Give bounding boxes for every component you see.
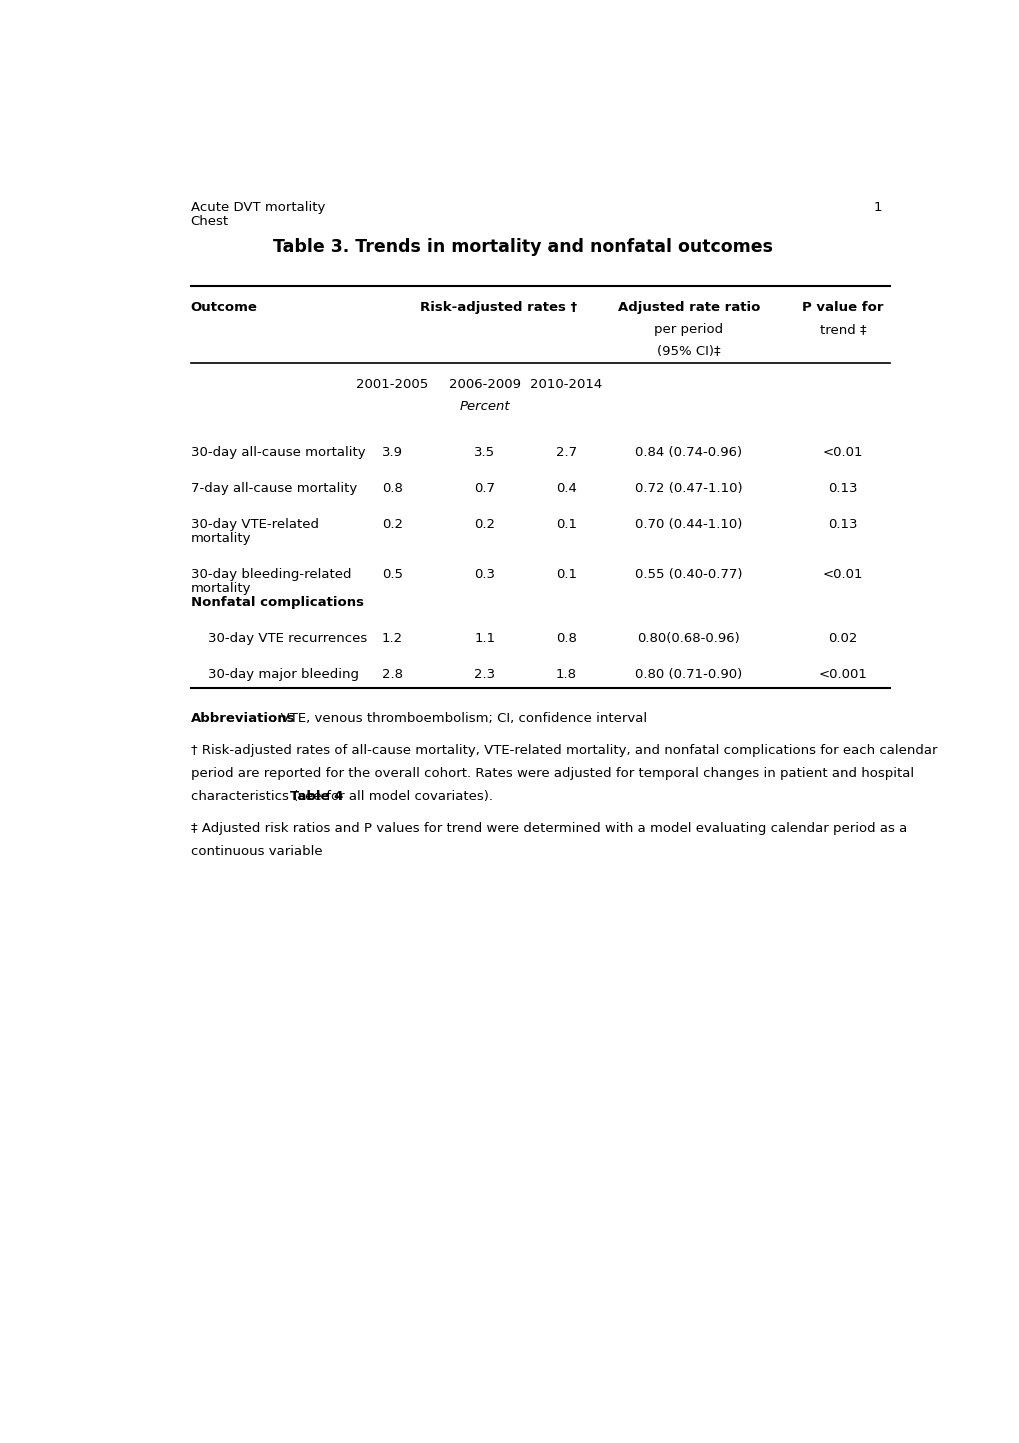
Text: 0.2: 0.2 xyxy=(474,518,495,531)
Text: 0.13: 0.13 xyxy=(827,482,857,495)
Text: per period: per period xyxy=(653,323,722,336)
Text: Table 4: Table 4 xyxy=(289,791,342,804)
Text: 0.5: 0.5 xyxy=(381,567,403,580)
Text: 0.80 (0.71-0.90): 0.80 (0.71-0.90) xyxy=(635,668,742,681)
Text: 2.7: 2.7 xyxy=(555,446,576,459)
Text: 0.1: 0.1 xyxy=(555,567,576,580)
Text: Outcome: Outcome xyxy=(191,302,258,315)
Text: 0.80(0.68-0.96): 0.80(0.68-0.96) xyxy=(637,632,740,645)
Text: 30-day VTE recurrences: 30-day VTE recurrences xyxy=(208,632,367,645)
Text: <0.01: <0.01 xyxy=(822,567,862,580)
Text: 0.72 (0.47-1.10): 0.72 (0.47-1.10) xyxy=(634,482,742,495)
Text: 7-day all-cause mortality: 7-day all-cause mortality xyxy=(191,482,357,495)
Text: characteristics (see: characteristics (see xyxy=(191,791,325,804)
Text: Table 3. Trends in mortality and nonfatal outcomes: Table 3. Trends in mortality and nonfata… xyxy=(272,238,772,255)
Text: 0.7: 0.7 xyxy=(474,482,495,495)
Text: mortality: mortality xyxy=(191,532,251,545)
Text: mortality: mortality xyxy=(191,582,251,595)
Text: Risk-adjusted rates †: Risk-adjusted rates † xyxy=(420,302,577,315)
Text: <0.001: <0.001 xyxy=(817,668,866,681)
Text: 0.2: 0.2 xyxy=(381,518,403,531)
Text: 0.84 (0.74-0.96): 0.84 (0.74-0.96) xyxy=(635,446,742,459)
Text: 2010-2014: 2010-2014 xyxy=(530,378,602,391)
Text: 1: 1 xyxy=(873,201,881,214)
Text: : VTE, venous thromboembolism; CI, confidence interval: : VTE, venous thromboembolism; CI, confi… xyxy=(272,711,647,724)
Text: 2.8: 2.8 xyxy=(381,668,403,681)
Text: trend ‡: trend ‡ xyxy=(819,323,865,336)
Text: 2.3: 2.3 xyxy=(474,668,495,681)
Text: 0.4: 0.4 xyxy=(555,482,576,495)
Text: 0.55 (0.40-0.77): 0.55 (0.40-0.77) xyxy=(635,567,742,580)
Text: continuous variable: continuous variable xyxy=(191,846,322,859)
Text: 1.8: 1.8 xyxy=(555,668,576,681)
Text: 2006-2009: 2006-2009 xyxy=(448,378,521,391)
Text: (95% CI)‡: (95% CI)‡ xyxy=(656,345,719,358)
Text: P value for: P value for xyxy=(801,302,882,315)
Text: 0.1: 0.1 xyxy=(555,518,576,531)
Text: period are reported for the overall cohort. Rates were adjusted for temporal cha: period are reported for the overall coho… xyxy=(191,766,913,779)
Text: 0.8: 0.8 xyxy=(555,632,576,645)
Text: 1.2: 1.2 xyxy=(381,632,403,645)
Text: 30-day VTE-related: 30-day VTE-related xyxy=(191,518,318,531)
Text: 0.13: 0.13 xyxy=(827,518,857,531)
Text: Nonfatal complications: Nonfatal complications xyxy=(191,596,364,609)
Text: Adjusted rate ratio: Adjusted rate ratio xyxy=(616,302,759,315)
Text: 1.1: 1.1 xyxy=(474,632,495,645)
Text: 0.8: 0.8 xyxy=(381,482,403,495)
Text: for all model covariates).: for all model covariates). xyxy=(322,791,493,804)
Text: <0.01: <0.01 xyxy=(822,446,862,459)
Text: † Risk-adjusted rates of all-cause mortality, VTE-related mortality, and nonfata: † Risk-adjusted rates of all-cause morta… xyxy=(191,743,936,756)
Text: 30-day all-cause mortality: 30-day all-cause mortality xyxy=(191,446,365,459)
Text: 3.5: 3.5 xyxy=(474,446,495,459)
Text: 3.9: 3.9 xyxy=(381,446,403,459)
Text: 0.3: 0.3 xyxy=(474,567,495,580)
Text: 2001-2005: 2001-2005 xyxy=(356,378,428,391)
Text: 30-day bleeding-related: 30-day bleeding-related xyxy=(191,567,351,580)
Text: Chest: Chest xyxy=(191,215,228,228)
Text: 0.02: 0.02 xyxy=(827,632,857,645)
Text: 0.70 (0.44-1.10): 0.70 (0.44-1.10) xyxy=(635,518,742,531)
Text: Percent: Percent xyxy=(459,400,510,413)
Text: 30-day major bleeding: 30-day major bleeding xyxy=(208,668,359,681)
Text: Abbreviations: Abbreviations xyxy=(191,711,294,724)
Text: ‡ Adjusted risk ratios and P values for trend were determined with a model evalu: ‡ Adjusted risk ratios and P values for … xyxy=(191,821,906,834)
Text: Acute DVT mortality: Acute DVT mortality xyxy=(191,201,325,214)
